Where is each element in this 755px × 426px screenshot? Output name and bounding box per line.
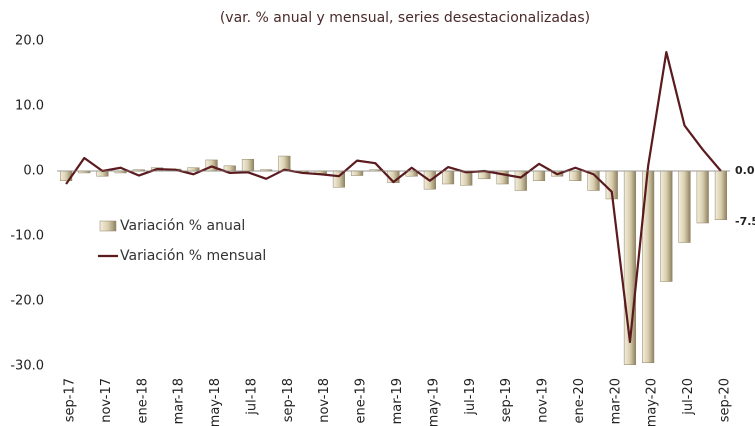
bar [223, 165, 236, 172]
bar [678, 170, 691, 243]
data-label: 0.0 [735, 164, 755, 177]
legend-label: Variación % anual [120, 218, 245, 234]
chart-title: (var. % anual y mensual, series desestac… [220, 10, 590, 26]
x-tick-label: ene-19 [354, 378, 369, 423]
bar [714, 170, 727, 220]
x-tick-label: jul-19 [463, 378, 478, 416]
bar [187, 167, 200, 172]
x-tick-label: nov-18 [317, 378, 332, 423]
y-tick-label: 20.0 [15, 34, 44, 49]
y-tick-label: 0.0 [23, 164, 44, 179]
data-label: -7.5 [735, 215, 755, 228]
x-tick-label: jul-18 [244, 378, 259, 416]
x-tick-label: sep-18 [281, 378, 296, 422]
x-tick-label: may-18 [208, 378, 223, 426]
line [65, 50, 722, 344]
bar [569, 170, 582, 181]
bar [696, 170, 709, 224]
x-tick-label: ene-20 [572, 378, 587, 423]
x-tick-label: sep-20 [717, 378, 732, 422]
y-tick-label: -20.0 [10, 294, 44, 309]
x-tick-label: nov-17 [99, 378, 114, 423]
x-tick-label: may-20 [645, 378, 660, 426]
legend-swatch [99, 220, 117, 232]
y-tick-label: -30.0 [10, 359, 44, 374]
x-tick-label: may-19 [426, 378, 441, 426]
x-tick-label: mar-20 [608, 378, 623, 424]
x-tick-label: mar-19 [390, 378, 405, 424]
x-tick-label: ene-18 [135, 378, 150, 423]
y-tick-label: -10.0 [10, 229, 44, 244]
bar [441, 170, 455, 185]
bar [351, 170, 364, 176]
bar [532, 170, 546, 181]
x-tick-label: jul-20 [681, 378, 696, 416]
x-tick-label: sep-17 [63, 378, 78, 422]
legend-label: Variación % mensual [120, 248, 266, 264]
bar [241, 159, 255, 172]
y-tick-label: 10.0 [15, 99, 44, 114]
x-tick-label: sep-19 [499, 378, 514, 422]
x-tick-label: mar-18 [172, 378, 187, 424]
x-tick-label: nov-19 [536, 378, 551, 423]
bar [660, 170, 673, 282]
